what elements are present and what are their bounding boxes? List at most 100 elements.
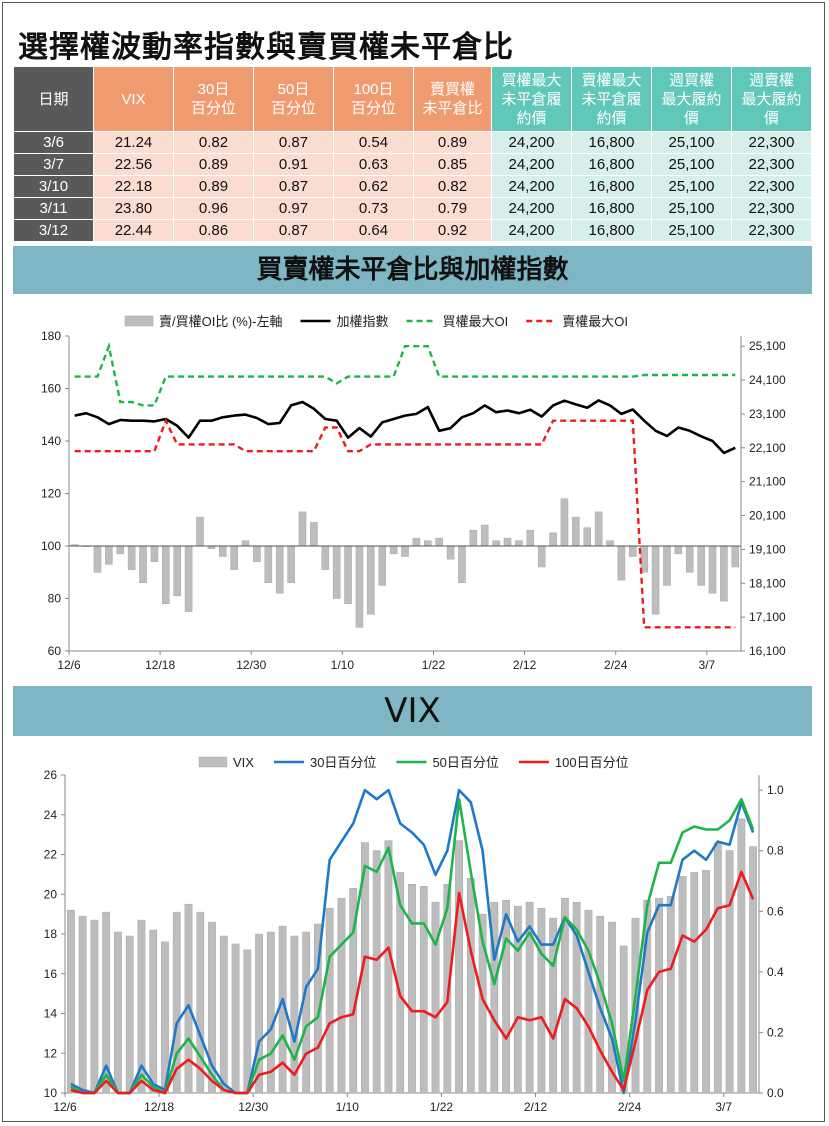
bar [702, 870, 710, 1094]
left-axis-tick-label: 140 [41, 434, 61, 448]
bar [78, 915, 87, 1094]
table-cell: 16,800 [571, 175, 652, 198]
bar [344, 545, 352, 604]
table-cell: 25,100 [651, 153, 732, 176]
left-axis-tick-label: 18 [44, 927, 58, 941]
series-line [74, 399, 736, 455]
vix-chart-svg: 10 12 14 16 18 20 22 24 26 0.0 0.2 0.4 0.6 0.8 1.0 12/6… [44, 755, 784, 1114]
bar [537, 545, 546, 568]
bar [502, 899, 510, 1094]
x-axis-tick-label: 3/7 [715, 1100, 732, 1114]
table-cell: 0.92 [413, 219, 492, 242]
x-axis-tick-label: 2/12 [513, 658, 537, 672]
bar [231, 943, 240, 1094]
bar [298, 511, 307, 547]
table-cell: 24,200 [491, 175, 572, 198]
bar [321, 545, 330, 570]
table-cell: 0.89 [413, 131, 492, 154]
bar [515, 540, 523, 547]
table-header-cell: 日期 [13, 66, 94, 132]
bar [149, 929, 158, 1094]
bar [537, 907, 546, 1094]
left-axis-tick-label: 100 [41, 539, 61, 553]
bar [367, 545, 375, 615]
bar [378, 545, 387, 586]
bar [105, 545, 113, 565]
bar [114, 931, 122, 1094]
bar [412, 537, 421, 547]
bar [150, 545, 159, 562]
table-cell: 0.97 [253, 197, 334, 220]
bar [302, 931, 311, 1094]
table-cell: 25,100 [651, 197, 732, 220]
table-cell: 22.56 [93, 153, 174, 176]
bar [93, 545, 102, 573]
bar [253, 545, 261, 562]
table-cell: 0.64 [333, 219, 414, 242]
table-cell: 0.89 [173, 175, 254, 198]
bar [643, 899, 652, 1094]
table-header-cell: 週賣權 最大履約價 [731, 66, 812, 132]
right-axis-tick-label: 0.6 [767, 904, 784, 918]
bar [196, 911, 205, 1094]
bar [526, 530, 535, 547]
table-cell: 24,200 [491, 219, 572, 242]
table-cell: 24,200 [491, 153, 572, 176]
bar [102, 911, 111, 1094]
bar [617, 545, 626, 581]
series-line [70, 797, 755, 1095]
x-axis-tick-label: 3/7 [698, 658, 715, 672]
bar [697, 545, 705, 586]
x-axis-tick-label: 1/22 [430, 1100, 454, 1114]
table-cell: 0.91 [253, 153, 334, 176]
bar [90, 919, 99, 1094]
bar [218, 545, 227, 557]
bar [137, 919, 146, 1094]
table-header-cell: 30日 百分位 [173, 66, 254, 132]
table-cell: 22,300 [731, 175, 812, 198]
table-row: 3/7 22.56 0.89 0.91 0.63 0.85 24,200 16,800 25,1… [13, 153, 812, 176]
bar [561, 897, 569, 1094]
legend-label: 30日百分位 [310, 755, 376, 770]
left-axis-tick-label: 20 [44, 887, 58, 901]
bar [678, 876, 687, 1094]
x-axis-tick-label: 2/24 [604, 658, 628, 672]
table-cell: 0.86 [173, 219, 254, 242]
bar [469, 530, 478, 547]
bar [443, 884, 452, 1094]
bar [125, 935, 134, 1094]
table-cell: 0.62 [333, 175, 414, 198]
series-line [74, 341, 736, 407]
table-cell: 3/10 [13, 175, 94, 198]
table-cell: 21.24 [93, 131, 174, 154]
bar [172, 911, 181, 1094]
bar [560, 498, 569, 547]
left-axis-tick-label: 14 [44, 1007, 58, 1021]
bar [401, 545, 409, 557]
x-axis-tick-label: 1/22 [422, 658, 446, 672]
legend-label: 買權最大OI [443, 314, 509, 329]
bar [466, 878, 475, 1094]
bar [549, 532, 557, 547]
bar [572, 516, 580, 547]
table-cell: 22,300 [731, 153, 812, 176]
bar [749, 846, 758, 1094]
x-axis-tick-label: 12/18 [144, 1100, 174, 1114]
section-title-oi-ratio: 買賣權未平倉比與加權指數 [13, 246, 812, 294]
legend-swatch [198, 756, 228, 768]
table-cell: 0.89 [173, 153, 254, 176]
x-axis-tick-label: 12/30 [236, 658, 266, 672]
right-axis-tick-label: 1.0 [767, 783, 784, 797]
table-cell: 24,200 [491, 197, 572, 220]
bar [243, 949, 252, 1094]
table-cell: 25,100 [651, 131, 732, 154]
bar [127, 545, 136, 570]
table-header-cell: 100日 百分位 [333, 66, 414, 132]
bar [525, 901, 534, 1094]
left-axis-tick-label: 60 [48, 644, 62, 658]
table-cell: 0.73 [333, 197, 414, 220]
legend-label: 100日百分位 [555, 755, 629, 770]
legend-label: 賣/買權OI比 (%)-左軸 [159, 314, 283, 329]
bar [666, 895, 675, 1094]
bar [674, 545, 683, 555]
